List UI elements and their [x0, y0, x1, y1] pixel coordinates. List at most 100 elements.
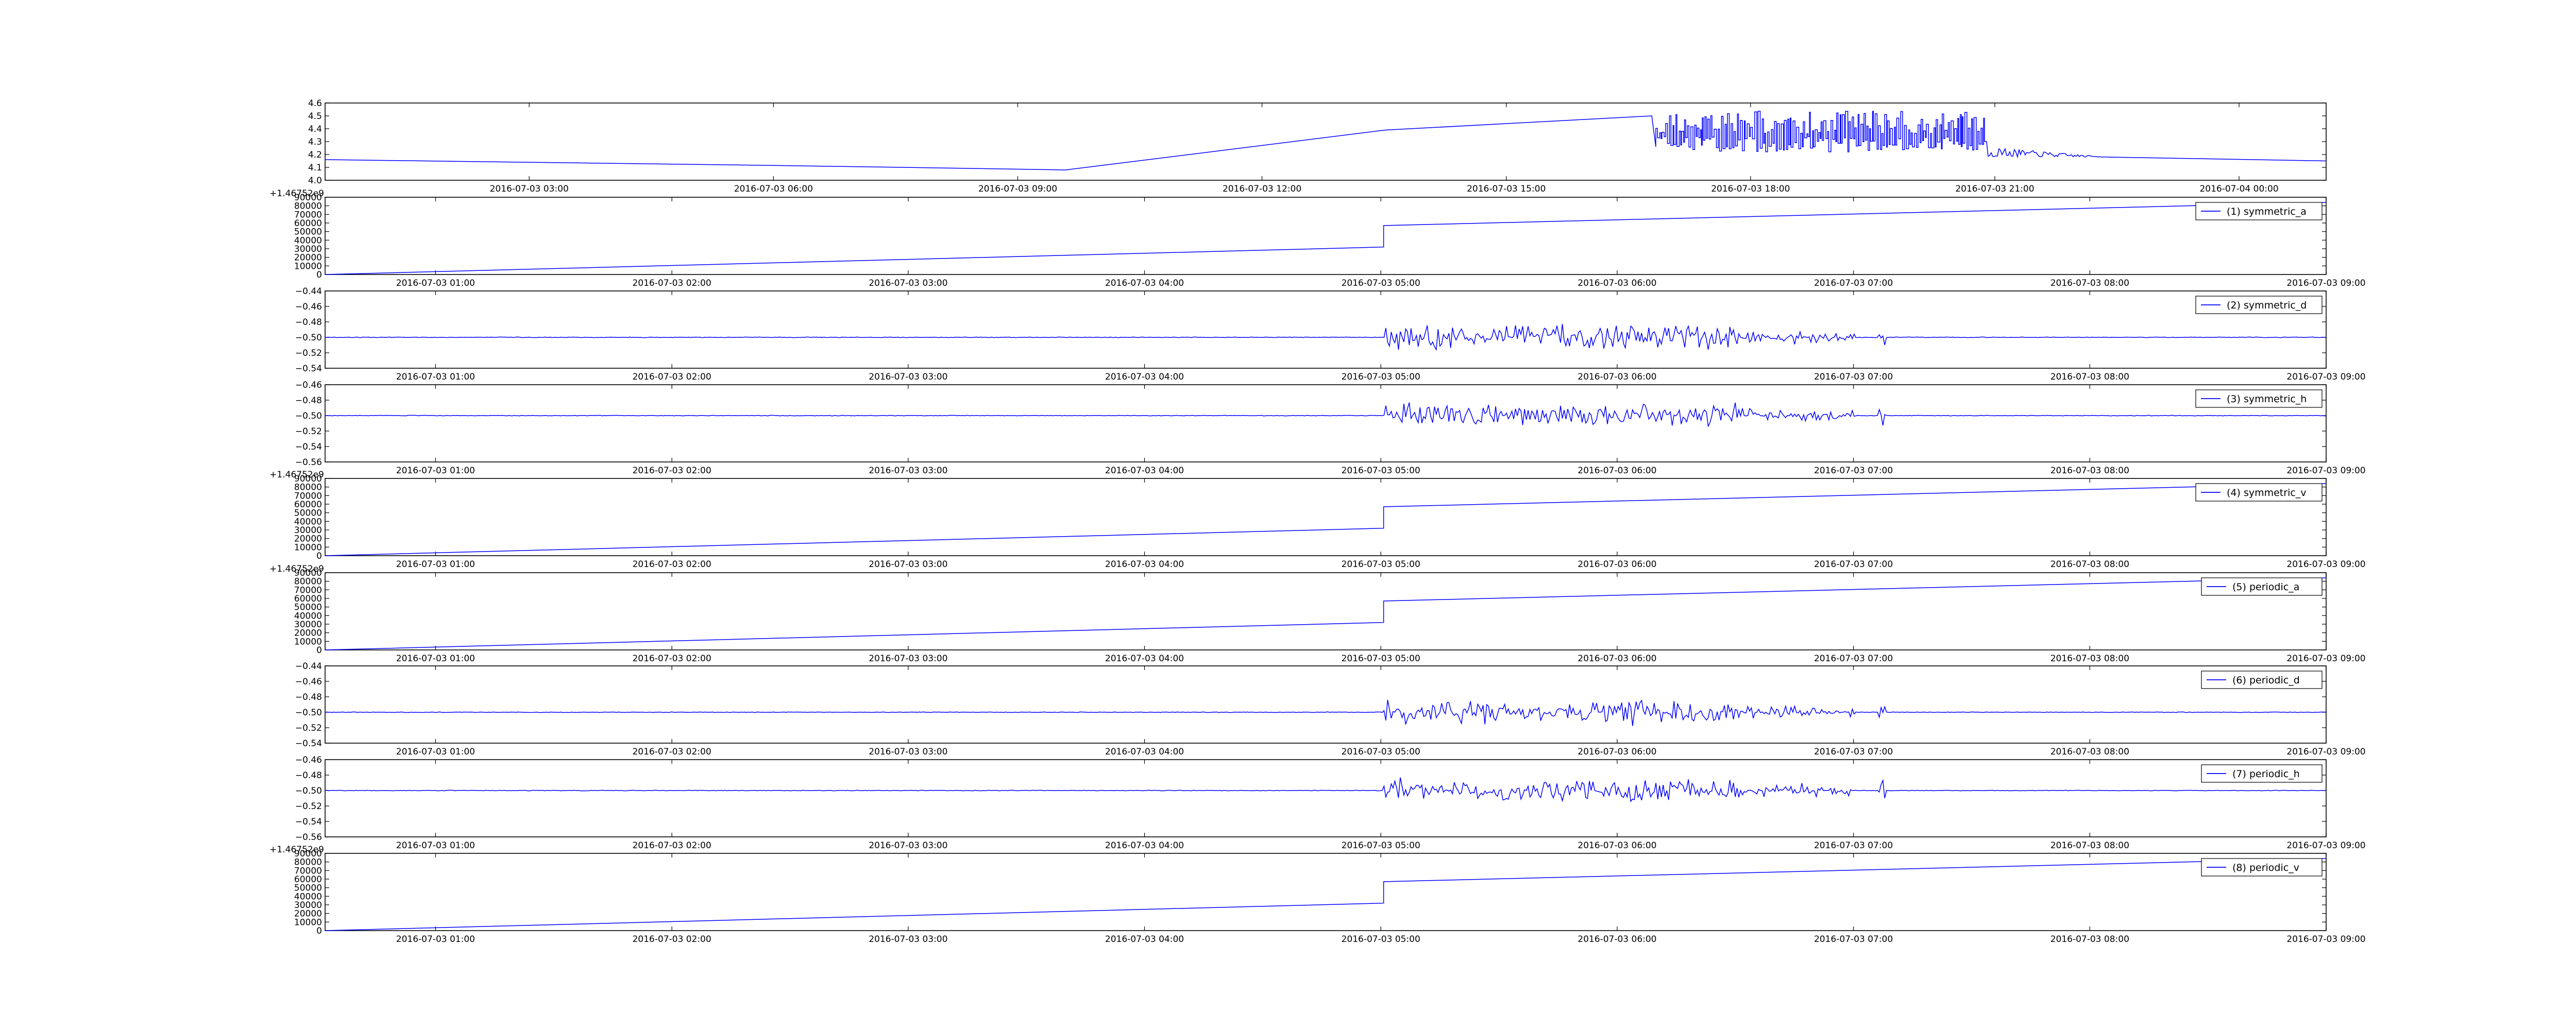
axis-offset-label: +1.46752e9 — [269, 188, 324, 199]
axis-offset-label: +1.46752e9 — [269, 470, 324, 480]
legend-label: (1) symmetric_a — [2227, 206, 2307, 217]
axes-frame — [325, 759, 2327, 837]
axes-frame — [325, 665, 2327, 744]
x-tick-label: 2016-07-03 03:00 — [869, 559, 947, 570]
y-tick-label: −0.44 — [295, 286, 322, 297]
y-tick-label: 60000 — [294, 500, 322, 510]
x-tick-label: 2016-07-03 07:00 — [1814, 559, 1893, 570]
y-tick-label: 4.3 — [308, 137, 322, 147]
y-tick-label: 30000 — [294, 244, 322, 254]
y-tick-label: 4.6 — [308, 98, 322, 109]
legend-label: (2) symmetric_d — [2227, 300, 2307, 311]
x-tick-label: 2016-07-03 08:00 — [2050, 654, 2129, 664]
chart-panel-5: 0100002000030000400005000060000700008000… — [269, 470, 2365, 570]
x-tick-label: 2016-07-03 03:00 — [869, 840, 947, 851]
legend-label: (5) periodic_a — [2232, 581, 2299, 593]
series-line — [325, 111, 2327, 170]
x-tick-label: 2016-07-03 18:00 — [1711, 184, 1790, 194]
x-tick-label: 2016-07-03 06:00 — [1578, 466, 1656, 476]
y-tick-label: 4.2 — [308, 150, 322, 160]
x-tick-label: 2016-07-03 07:00 — [1814, 466, 1893, 476]
y-tick-label: −0.46 — [295, 677, 322, 687]
legend-label: (7) periodic_h — [2232, 768, 2300, 780]
y-tick-label: 70000 — [294, 866, 322, 876]
y-tick-label: 20000 — [294, 909, 322, 919]
axes-frame — [325, 853, 2327, 931]
y-tick-label: 0 — [316, 926, 322, 936]
x-tick-label: 2016-07-03 06:00 — [1578, 934, 1656, 945]
y-tick-label: −0.54 — [295, 364, 322, 374]
y-tick-label: 10000 — [294, 637, 322, 647]
series-line — [325, 323, 2326, 351]
y-tick-label: 10000 — [294, 917, 322, 928]
y-tick-label: 40000 — [294, 517, 322, 527]
axis-offset-label: +1.46752e9 — [269, 845, 324, 855]
y-tick-label: 20000 — [294, 628, 322, 639]
x-tick-label: 2016-07-03 02:00 — [632, 654, 711, 664]
y-tick-label: 30000 — [294, 900, 322, 911]
x-tick-label: 2016-07-03 05:00 — [1342, 559, 1420, 570]
axis-offset-label: +1.46752e9 — [269, 564, 324, 574]
x-tick-label: 2016-07-03 04:00 — [1105, 934, 1184, 945]
x-tick-label: 2016-07-03 05:00 — [1342, 278, 1420, 288]
y-tick-label: 60000 — [294, 218, 322, 229]
x-tick-label: 2016-07-03 07:00 — [1814, 840, 1893, 851]
y-tick-label: −0.50 — [295, 333, 322, 343]
chart-panel-4: −0.56 −0.54 −0.52 −0.50 −0.48 −0.46 2016-07-03… — [295, 380, 2366, 476]
y-tick-label: 80000 — [294, 201, 322, 212]
y-tick-label: −0.56 — [295, 832, 322, 843]
legend-label: (8) periodic_v — [2232, 862, 2299, 873]
y-tick-label: 90000 — [294, 474, 322, 484]
y-tick-label: −0.50 — [295, 411, 322, 421]
y-tick-label: 70000 — [294, 585, 322, 595]
x-tick-label: 2016-07-03 06:00 — [1578, 747, 1656, 757]
y-tick-label: 50000 — [294, 508, 322, 519]
y-tick-label: 80000 — [294, 483, 322, 493]
x-tick-label: 2016-07-03 09:00 — [2286, 934, 2365, 945]
x-tick-label: 2016-07-03 01:00 — [396, 747, 475, 757]
y-tick-label: −0.50 — [295, 708, 322, 718]
x-tick-label: 2016-07-03 09:00 — [2286, 559, 2365, 570]
x-tick-label: 2016-07-03 02:00 — [632, 278, 711, 288]
x-tick-label: 2016-07-03 09:00 — [2286, 372, 2365, 382]
x-tick-label: 2016-07-03 06:00 — [1578, 840, 1656, 851]
y-tick-label: −0.44 — [295, 661, 322, 672]
x-tick-label: 2016-07-03 06:00 — [734, 184, 813, 194]
x-tick-label: 2016-07-03 05:00 — [1342, 747, 1420, 757]
series-line — [325, 577, 2327, 650]
chart-panel-9: 0100002000030000400005000060000700008000… — [269, 845, 2365, 945]
y-tick-label: 60000 — [294, 874, 322, 885]
y-tick-label: −0.52 — [295, 801, 322, 812]
x-tick-label: 2016-07-03 21:00 — [1955, 184, 2034, 194]
x-tick-label: 2016-07-03 02:00 — [632, 372, 711, 382]
x-tick-label: 2016-07-03 04:00 — [1105, 466, 1184, 476]
axes-frame — [325, 384, 2327, 462]
x-tick-label: 2016-07-03 07:00 — [1814, 934, 1893, 945]
x-tick-label: 2016-07-03 03:00 — [869, 466, 947, 476]
y-tick-label: 80000 — [294, 577, 322, 587]
y-tick-label: 20000 — [294, 253, 322, 263]
y-tick-label: −0.46 — [295, 755, 322, 765]
x-tick-label: 2016-07-03 08:00 — [2050, 372, 2129, 382]
x-tick-label: 2016-07-03 02:00 — [632, 840, 711, 851]
chart-panel-3: −0.54 −0.52 −0.50 −0.48 −0.46 −0.44 2016-07-03… — [295, 286, 2366, 382]
y-tick-label: 70000 — [294, 210, 322, 220]
axes-frame — [325, 290, 2327, 369]
y-tick-label: 0 — [316, 645, 322, 656]
x-tick-label: 2016-07-03 03:00 — [869, 372, 947, 382]
x-tick-label: 2016-07-03 08:00 — [2050, 840, 2129, 851]
y-tick-label: 70000 — [294, 491, 322, 501]
axes-frame — [325, 197, 2327, 275]
x-tick-label: 2016-07-03 08:00 — [2050, 934, 2129, 945]
x-tick-label: 2016-07-03 06:00 — [1578, 559, 1656, 570]
axes-frame — [325, 102, 2327, 181]
x-tick-label: 2016-07-03 04:00 — [1105, 747, 1184, 757]
x-tick-label: 2016-07-03 03:00 — [869, 747, 947, 757]
y-tick-label: 4.4 — [308, 124, 322, 134]
x-tick-label: 2016-07-03 06:00 — [1578, 372, 1656, 382]
chart-panel-1: 4.0 4.1 4.2 4.3 4.4 4.5 4.6 2016-07-03 03:00 201… — [308, 98, 2327, 194]
x-tick-label: 2016-07-03 01:00 — [396, 466, 475, 476]
x-tick-label: 2016-07-03 05:00 — [1342, 372, 1420, 382]
y-tick-label: 10000 — [294, 542, 322, 553]
